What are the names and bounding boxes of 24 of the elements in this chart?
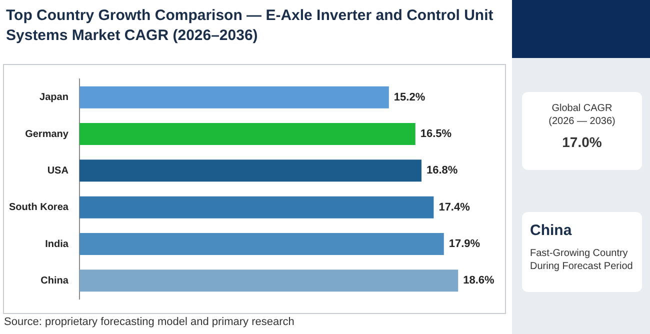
data-label: 16.8% <box>426 164 458 177</box>
bar <box>79 86 389 108</box>
data-label: 17.9% <box>448 238 480 250</box>
text: Fast-Growing Country During Forecast Period <box>529 247 634 273</box>
bar <box>79 123 416 145</box>
y-tick-label: China <box>40 275 69 286</box>
y-tick-label: Japan <box>40 92 68 104</box>
text: 17.0% <box>561 134 603 150</box>
chart-title: Top Country Growth Comparison — E-Axle Inverter and Control Unit Systems Market CAGR (2026–2036) <box>6 6 494 46</box>
source-note: Source: proprietary forecasting model and primary research <box>4 316 294 328</box>
bar <box>79 233 444 255</box>
data-label: 15.2% <box>394 91 426 104</box>
y-tick-label: South Korea <box>8 202 69 214</box>
bar <box>79 160 422 182</box>
text: China <box>529 222 573 239</box>
bar <box>79 270 458 292</box>
y-tick-label: USA <box>47 165 68 176</box>
bar <box>79 196 434 218</box>
text: Global CAGR (2026 — 2036) <box>548 102 616 128</box>
data-label: 17.4% <box>438 201 470 214</box>
y-tick-label: India <box>45 238 69 250</box>
data-label: 18.6% <box>463 274 495 287</box>
y-tick-label: Germany <box>25 128 69 140</box>
data-label: 16.5% <box>420 128 452 140</box>
